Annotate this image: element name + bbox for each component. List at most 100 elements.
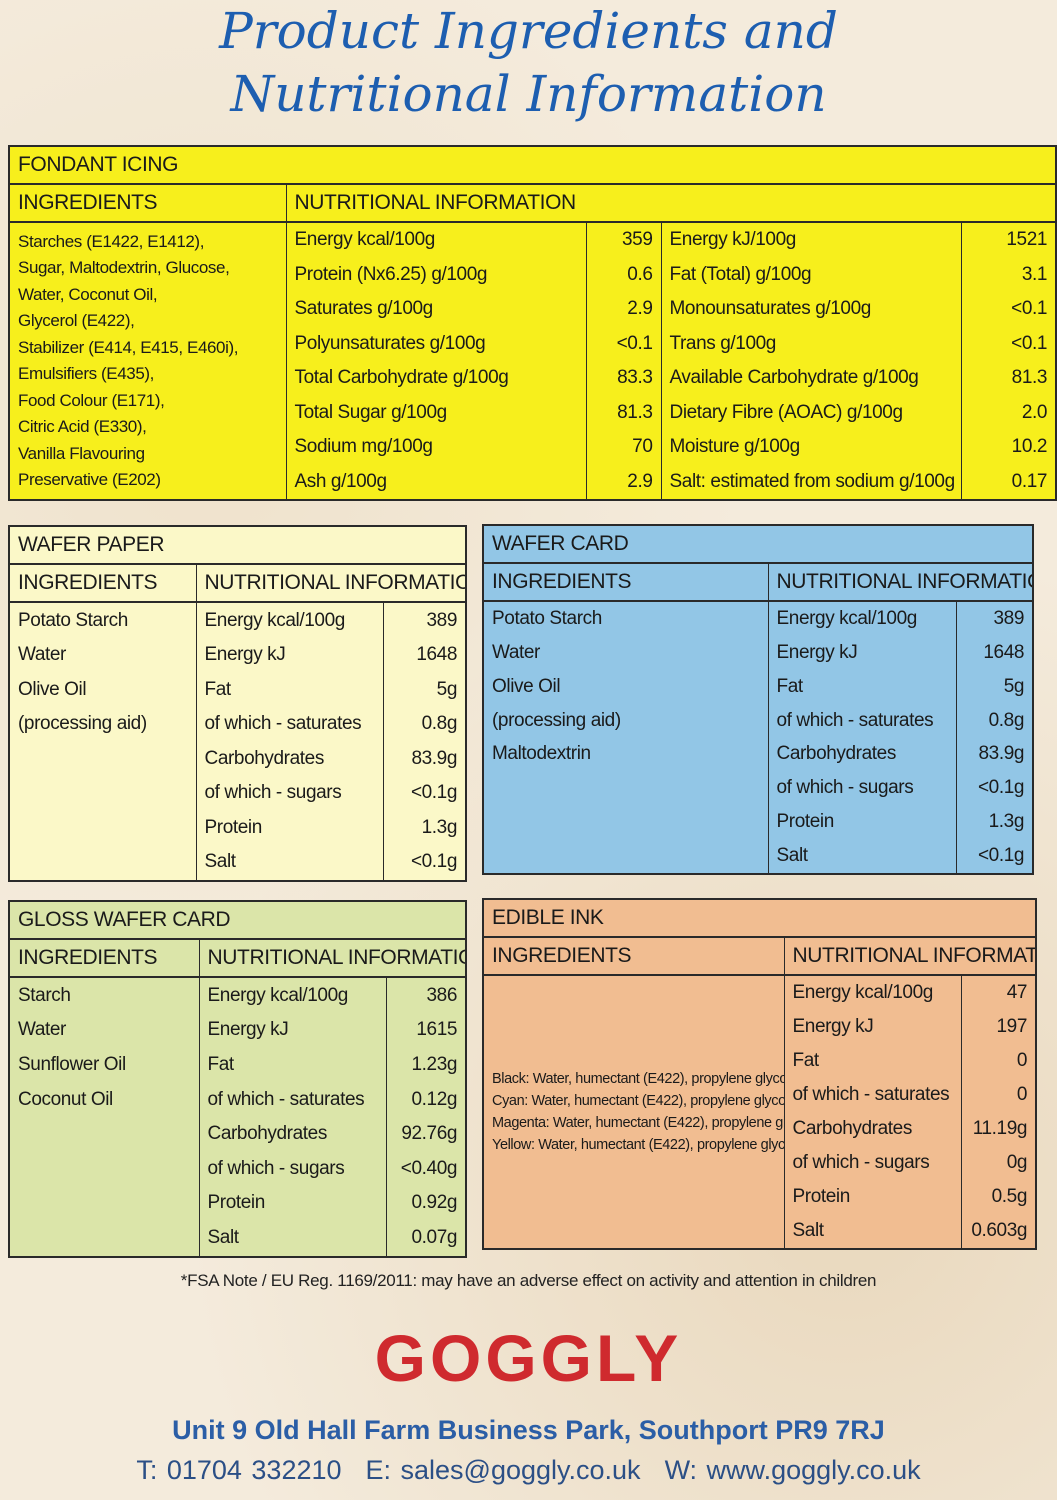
nutrient-value: 1.3g bbox=[988, 810, 1025, 832]
nutrient-value: 0g bbox=[1006, 1151, 1028, 1173]
ingredients-header: INGREDIENTS bbox=[9, 939, 200, 978]
nutrition-row: Potato Starch Energy kcal/100g 389 bbox=[9, 602, 466, 639]
nutrition-row: Olive Oil Fat 5g bbox=[9, 672, 466, 707]
table-name: GLOSS WAFER CARD bbox=[9, 901, 467, 940]
nutrient-label: of which - sugars bbox=[196, 775, 384, 811]
ingredient: Yellow: Water, humectant (E422), propyle… bbox=[492, 1137, 783, 1153]
nutrient-label: Salt bbox=[199, 1220, 387, 1257]
nutrition-row: Water Energy kJ 1648 bbox=[483, 636, 1033, 670]
nutrient-value: 0 bbox=[1016, 1084, 1028, 1106]
nutrition-row: Water Energy kJ 1615 bbox=[9, 1013, 466, 1048]
nutrition-header: NUTRITIONAL INFORMATION bbox=[286, 184, 1057, 223]
nutrient-label: Carbohydrates bbox=[784, 1111, 962, 1146]
nutrition-row: Salt 0.603g bbox=[483, 1213, 1036, 1249]
nutrient-value: <0.1 bbox=[586, 326, 662, 361]
ingredient bbox=[483, 804, 769, 839]
nutrient-label: Dietary Fibre (AOAC) g/100g bbox=[661, 395, 962, 430]
nutrient-value: <0.1 bbox=[1011, 298, 1048, 320]
nutrient-value: 1.23g bbox=[411, 1054, 458, 1076]
nutrient-label: Total Carbohydrate g/100g bbox=[286, 360, 587, 396]
table-name-row: FONDANT ICING bbox=[9, 146, 1057, 185]
nutrition-row: Potato Starch Energy kcal/100g 389 bbox=[483, 601, 1033, 637]
nutrition-row: Water Energy kJ 1648 bbox=[9, 638, 466, 673]
nutrient-value: 0.07g bbox=[411, 1227, 458, 1249]
nutrient-value: 0.6 bbox=[586, 257, 662, 293]
nutrient-value: 1648 bbox=[983, 642, 1025, 664]
nutrient-label: Fat bbox=[784, 1044, 962, 1079]
nutrient-value: 0.603g bbox=[971, 1219, 1028, 1241]
nutrient-label: of which - saturates bbox=[784, 1078, 962, 1112]
ingredient bbox=[9, 844, 197, 881]
nutrient-value: 70 bbox=[586, 429, 662, 465]
table-name: WAFER CARD bbox=[483, 525, 1034, 564]
ingredient bbox=[9, 1220, 200, 1257]
nutrient-label: Salt bbox=[196, 844, 384, 881]
nutrition-table: WAFER PAPER INGREDIENTS NUTRITIONAL INFORM… bbox=[8, 525, 468, 882]
nutrient-value: 5g bbox=[1003, 675, 1025, 697]
nutrient-value: 2.9 bbox=[586, 292, 662, 327]
nutrient-value: <0.40g bbox=[400, 1157, 458, 1179]
nutrition-row: Fat 0 bbox=[483, 1044, 1036, 1079]
nutrient-value: 1521 bbox=[1006, 229, 1048, 251]
ingredients: Black: Water, humectant (E422), propylen… bbox=[483, 975, 785, 1249]
nutrient-value: 0.12g bbox=[411, 1088, 458, 1110]
nutrient-value: 1.3g bbox=[421, 816, 458, 838]
nutrient-value: <0.1g bbox=[410, 782, 458, 804]
ingredients-header: INGREDIENTS bbox=[9, 564, 197, 603]
ingredients-header: INGREDIENTS bbox=[9, 184, 287, 223]
nutrient-value: 10.2 bbox=[1011, 435, 1048, 457]
ingredient bbox=[9, 775, 197, 811]
ingredient: Starches (E1422, E1412), bbox=[18, 231, 205, 251]
nutrient-value: 389 bbox=[426, 609, 458, 631]
nutrient-value: 0.8g bbox=[988, 709, 1025, 731]
nutrient-value: 1615 bbox=[416, 1019, 458, 1041]
nutrient-label: Salt: estimated from sodium g/100g bbox=[661, 464, 962, 500]
nutrient-value: 81.3 bbox=[1011, 367, 1048, 389]
nutrient-label: Moisture g/100g bbox=[661, 429, 962, 465]
nutrient-value: 83.3 bbox=[586, 360, 662, 396]
nutrition-row: Protein (Nx6.25) g/100g 0.6 Fat (Total) g/… bbox=[9, 257, 1056, 293]
nutrition-row: Sodium mg/100g 70 Moisture g/100g 10.2 bbox=[9, 429, 1056, 465]
ingredient bbox=[9, 1151, 200, 1187]
nutrient-value: 389 bbox=[993, 608, 1025, 630]
nutrition-table: FONDANT ICING INGREDIENTS NUTRITIONAL INFO… bbox=[8, 145, 1057, 501]
nutrition-row: Black: Water, humectant (E422), propylen… bbox=[483, 975, 1036, 1249]
nutrient-value: <0.1g bbox=[410, 851, 458, 873]
ingredient bbox=[9, 741, 197, 776]
nutrition-table: GLOSS WAFER CARD INGREDIENTS NUTRITIONAL I… bbox=[8, 900, 468, 1258]
nutrient-label: Protein (Nx6.25) g/100g bbox=[286, 257, 587, 293]
address: Unit 9 Old Hall Farm Business Park, Sout… bbox=[172, 1415, 885, 1445]
nutrient-value: 0.5g bbox=[991, 1185, 1028, 1207]
nutrient-label: Energy kcal/100g bbox=[768, 601, 957, 637]
ingredient bbox=[483, 771, 769, 805]
ingredient: Sunflower Oil bbox=[9, 1047, 200, 1083]
nutrient-value: <0.1g bbox=[977, 777, 1025, 799]
nutrient-label: Carbohydrates bbox=[768, 737, 957, 772]
ingredient: Olive Oil bbox=[9, 672, 197, 707]
nutrient-value: 1648 bbox=[416, 644, 458, 666]
ingredient: Coconut Oil bbox=[9, 1082, 200, 1117]
nutrition-row: Protein 1.3g bbox=[483, 804, 1033, 839]
nutrient-label: Available Carbohydrate g/100g bbox=[661, 360, 962, 396]
nutrient-label: Energy kJ bbox=[784, 1010, 962, 1045]
table-name: EDIBLE INK bbox=[483, 899, 1037, 938]
ingredient: Food Colour (E171), bbox=[18, 390, 165, 410]
nutrient-value: 83.9g bbox=[411, 747, 458, 769]
nutrient-label: Fat bbox=[199, 1047, 387, 1083]
ingredient: Water bbox=[9, 638, 197, 673]
nutrient-label: Energy kcal/100g bbox=[199, 977, 387, 1014]
contact-item: T: 01704 332210 bbox=[136, 1455, 342, 1485]
nutrient-value: 0.92g bbox=[411, 1192, 458, 1214]
ingredient: Cyan: Water, humectant (E422), propylene… bbox=[492, 1093, 783, 1109]
nutrient-label: Carbohydrates bbox=[196, 741, 384, 776]
nutrient-label: of which - sugars bbox=[768, 771, 957, 805]
ingredients-header: INGREDIENTS bbox=[483, 937, 785, 976]
table-name: WAFER PAPER bbox=[9, 526, 467, 565]
nutrient-label: Protein bbox=[196, 810, 384, 845]
nutrition-row: (processing aid) of which - saturates 0.8g bbox=[483, 703, 1033, 738]
nutrient-label: Energy kJ bbox=[196, 638, 384, 673]
nutrient-label: Energy kJ bbox=[768, 636, 957, 670]
nutrition-row: Protein 0.5g bbox=[483, 1179, 1036, 1214]
nutrition-row: Total Carbohydrate g/100g 83.3 Available C… bbox=[9, 360, 1056, 396]
table-name-row: GLOSS WAFER CARD bbox=[9, 901, 467, 940]
